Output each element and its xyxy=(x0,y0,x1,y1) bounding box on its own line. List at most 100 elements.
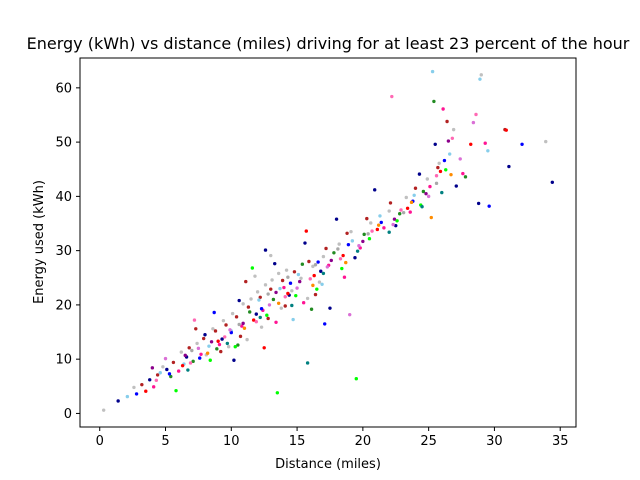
data-point xyxy=(237,322,241,327)
data-point xyxy=(448,152,452,156)
data-point xyxy=(244,279,248,284)
data-point xyxy=(203,333,207,337)
y-axis-label: Energy used (kWh) xyxy=(32,180,47,304)
data-point xyxy=(312,273,316,278)
points-layer xyxy=(101,69,555,412)
data-point xyxy=(241,321,245,326)
data-point xyxy=(221,318,226,323)
data-point xyxy=(212,310,216,315)
data-point xyxy=(321,271,326,276)
data-point xyxy=(234,315,239,319)
data-point xyxy=(216,339,220,343)
data-point xyxy=(334,217,339,221)
data-point xyxy=(232,358,236,362)
data-point xyxy=(266,316,270,321)
data-point xyxy=(263,283,268,287)
data-point xyxy=(198,356,202,360)
x-tick-label: 10 xyxy=(223,434,240,449)
data-point xyxy=(550,180,555,184)
data-point xyxy=(450,136,455,141)
data-point xyxy=(171,360,176,365)
data-point xyxy=(433,142,437,146)
data-point xyxy=(409,200,414,205)
data-point xyxy=(324,246,328,251)
data-point xyxy=(292,270,297,274)
data-point xyxy=(332,251,336,255)
y-tick-label: 30 xyxy=(55,244,72,259)
data-point xyxy=(186,368,190,372)
data-point xyxy=(223,335,227,339)
data-point xyxy=(476,201,481,206)
data-point xyxy=(258,315,262,320)
data-point xyxy=(276,271,281,276)
data-point xyxy=(229,330,233,335)
data-point xyxy=(286,291,290,296)
data-point xyxy=(226,344,231,349)
data-point xyxy=(378,214,382,218)
data-point xyxy=(520,142,524,146)
data-point xyxy=(254,312,258,316)
data-point xyxy=(161,365,165,369)
data-point xyxy=(144,389,148,393)
data-point xyxy=(451,127,456,132)
data-point xyxy=(290,289,294,293)
data-point xyxy=(544,139,548,144)
data-point xyxy=(251,318,256,322)
data-point xyxy=(299,276,303,281)
data-point xyxy=(267,303,272,307)
data-point xyxy=(486,149,490,153)
data-point xyxy=(367,237,372,241)
data-point xyxy=(323,322,327,326)
data-point xyxy=(155,373,160,377)
data-point xyxy=(165,367,169,372)
data-point xyxy=(479,73,483,77)
data-point xyxy=(345,231,349,235)
data-point xyxy=(478,77,482,81)
data-point xyxy=(187,346,191,350)
data-point xyxy=(390,94,394,99)
data-point xyxy=(116,399,120,403)
y-tick-label: 50 xyxy=(55,136,72,151)
data-point xyxy=(305,361,310,365)
data-point xyxy=(278,286,282,291)
data-point xyxy=(391,222,395,227)
data-point xyxy=(346,242,351,247)
data-point xyxy=(125,394,130,399)
data-point xyxy=(401,210,406,215)
data-point xyxy=(442,158,447,163)
data-point xyxy=(365,216,369,221)
data-point xyxy=(382,226,386,230)
x-tick-label: 35 xyxy=(552,434,569,449)
data-point xyxy=(319,269,323,273)
data-point xyxy=(404,195,408,200)
data-point xyxy=(237,298,241,303)
data-point xyxy=(425,177,430,181)
data-point xyxy=(158,371,162,375)
data-point xyxy=(217,342,222,347)
data-point xyxy=(421,189,426,194)
data-point xyxy=(233,344,237,349)
data-point xyxy=(373,188,377,192)
data-point xyxy=(440,190,444,195)
data-point xyxy=(253,274,257,278)
data-point xyxy=(446,139,451,143)
data-point xyxy=(265,313,269,317)
data-point xyxy=(342,275,347,279)
data-point xyxy=(308,277,312,281)
data-point xyxy=(301,301,306,305)
data-point xyxy=(207,344,211,348)
data-point xyxy=(228,328,232,332)
data-point xyxy=(248,310,252,314)
data-point xyxy=(461,171,465,176)
data-point xyxy=(350,239,355,243)
data-point xyxy=(174,388,178,393)
data-point xyxy=(179,350,184,354)
data-point xyxy=(280,278,285,283)
data-point xyxy=(245,337,249,342)
data-point xyxy=(504,128,508,132)
data-point xyxy=(412,193,416,197)
data-point xyxy=(487,204,491,208)
data-point xyxy=(379,220,383,225)
data-point xyxy=(134,392,139,396)
